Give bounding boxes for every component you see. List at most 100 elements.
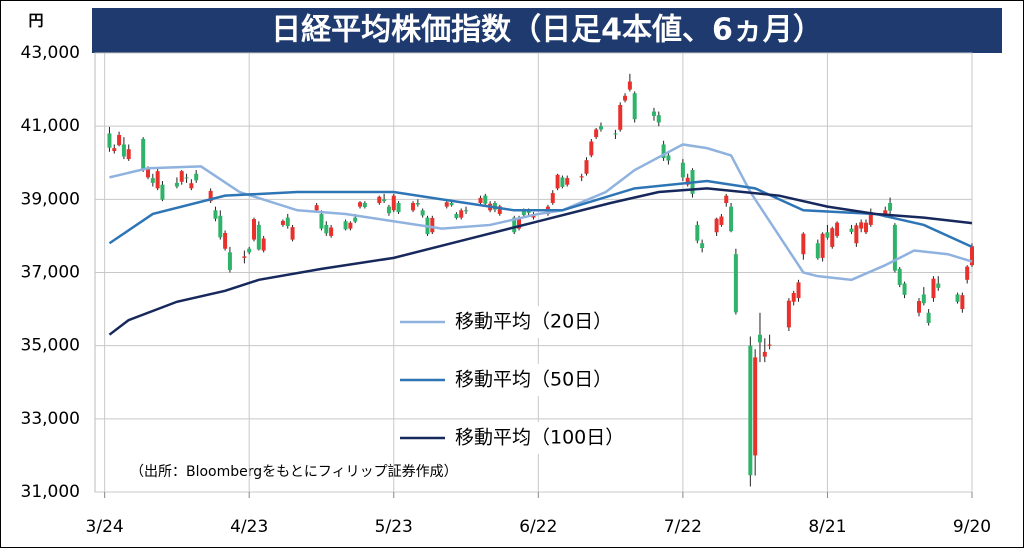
x-tick-label: 7/22 <box>664 517 702 537</box>
candle-body <box>411 202 416 211</box>
candle-body <box>724 195 729 203</box>
candle-body <box>218 215 223 238</box>
candle-body <box>483 195 488 204</box>
y-tick-label: 31,000 <box>21 482 80 502</box>
candle-body <box>680 162 685 178</box>
candle-body <box>902 283 907 295</box>
candle-body <box>314 205 319 211</box>
candle-body <box>126 149 131 160</box>
title-bar <box>92 8 1002 53</box>
candle-body <box>329 227 334 236</box>
candle-body <box>632 93 637 120</box>
legend-label: 移動平均（100日） <box>455 427 624 449</box>
candle-body <box>729 206 734 232</box>
candle-body <box>227 252 232 270</box>
candle-body <box>854 225 859 244</box>
candle-body <box>767 344 772 346</box>
x-tick-label: 9/20 <box>953 517 991 537</box>
y-tick-label: 39,000 <box>21 189 80 209</box>
candle-body <box>748 345 753 476</box>
candle-body <box>921 294 926 304</box>
candle-body <box>897 268 902 285</box>
candle-body <box>661 144 666 158</box>
candle-body <box>970 246 974 266</box>
candle-body <box>555 174 560 189</box>
candle-body <box>174 182 179 187</box>
candle-body <box>396 202 401 213</box>
candle-body <box>444 202 449 207</box>
candle-body <box>517 218 522 229</box>
candle-body <box>324 224 329 234</box>
candle-body <box>464 210 469 212</box>
x-tick-label: 4/23 <box>230 517 268 537</box>
y-unit: 円 <box>28 12 43 30</box>
legend-label: 移動平均（50日） <box>455 369 612 391</box>
candle-body <box>319 213 324 229</box>
candle-body <box>695 224 700 241</box>
candle-body <box>362 202 367 208</box>
candle-body <box>430 217 435 233</box>
y-tick-label: 37,000 <box>21 263 80 283</box>
candle-body <box>382 199 387 202</box>
candle-body <box>194 173 199 181</box>
candle-body <box>584 160 589 174</box>
candle-body <box>459 210 464 218</box>
candle-body <box>589 141 594 156</box>
candle-body <box>512 217 517 233</box>
candle-body <box>155 171 160 189</box>
candle-body <box>623 95 628 101</box>
candle-body <box>863 222 868 233</box>
candle-body <box>449 202 454 206</box>
candle-body <box>613 133 618 135</box>
candle-body <box>184 177 189 179</box>
candle-body <box>150 178 155 183</box>
x-tick-label: 6/22 <box>519 517 557 537</box>
candle-body <box>454 213 459 218</box>
candle-body <box>242 256 247 258</box>
candle-body <box>753 357 758 456</box>
y-tick-label: 35,000 <box>21 336 80 356</box>
candle-body <box>825 232 830 238</box>
candle-body <box>791 292 796 302</box>
candle-body <box>343 221 348 230</box>
candle-body <box>141 138 146 171</box>
candle-body <box>208 190 213 202</box>
source-note: （出所：Bloombergをもとにフィリップ証券作成） <box>130 464 458 480</box>
candle-body <box>888 202 893 211</box>
candle-body <box>521 210 526 216</box>
candle-body <box>666 155 671 161</box>
candle-body <box>117 134 122 146</box>
candle-body <box>285 217 290 227</box>
candle-body <box>107 133 112 148</box>
candle-body <box>146 168 151 178</box>
candle-body <box>550 193 555 203</box>
candle-body <box>112 148 117 152</box>
candle-body <box>627 81 632 90</box>
candle-body <box>926 312 931 323</box>
candle-body <box>830 228 835 247</box>
candle-body <box>859 222 864 229</box>
candle-body <box>121 144 126 157</box>
candle-body <box>358 202 363 207</box>
candle-body <box>656 115 661 123</box>
moving-average-line <box>109 143 973 282</box>
candle-body <box>892 224 897 271</box>
candle-body <box>719 216 724 225</box>
moving-average-line <box>108 187 973 336</box>
candle-body <box>594 129 599 138</box>
candle-body <box>714 218 719 233</box>
candle-body <box>497 206 502 214</box>
candle-body <box>762 351 767 357</box>
candle-body <box>189 183 194 189</box>
candle-body <box>883 210 888 214</box>
candle-body <box>252 219 257 240</box>
candle-body <box>916 301 921 313</box>
candle-body <box>579 176 584 178</box>
candle-body <box>960 295 965 310</box>
candle-body <box>290 227 295 240</box>
candle-body <box>801 233 806 255</box>
x-tick-label: 5/23 <box>375 517 413 537</box>
candle-body <box>651 111 656 116</box>
